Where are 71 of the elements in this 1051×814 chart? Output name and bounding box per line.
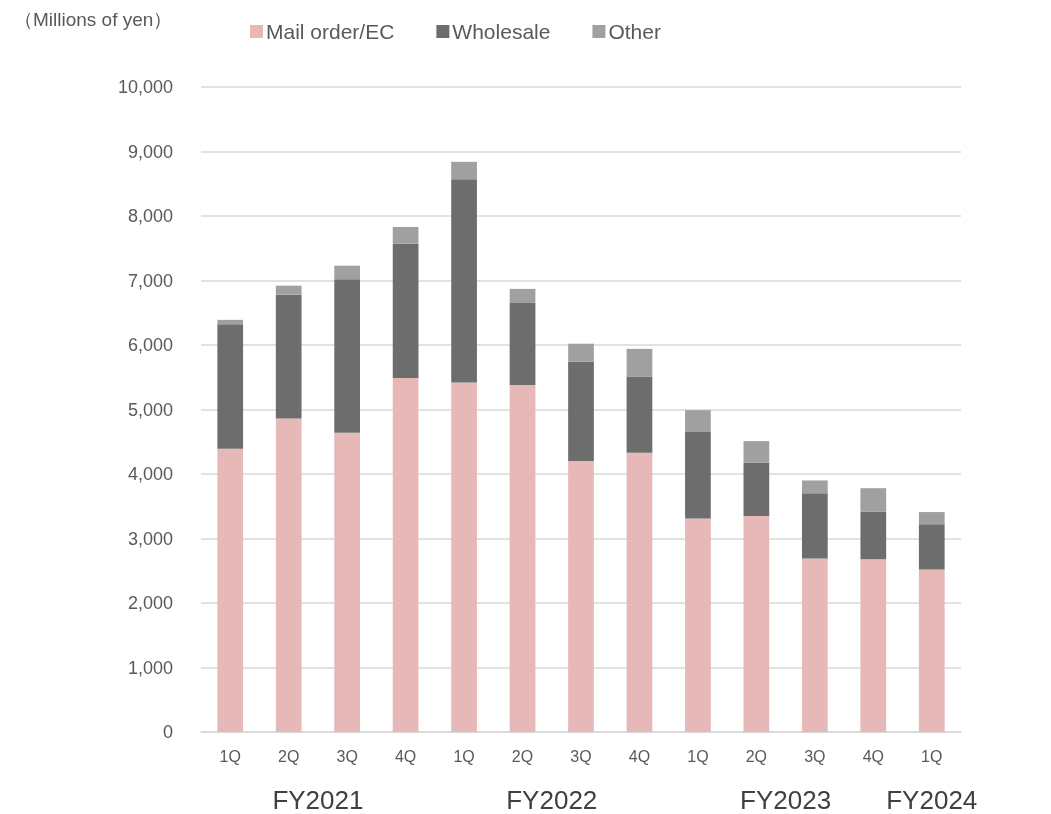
text: FY2023 <box>740 785 832 814</box>
bar <box>918 512 945 525</box>
bar <box>860 488 887 512</box>
bar <box>801 480 828 494</box>
bar <box>918 524 945 570</box>
legend-label: Other <box>608 20 661 43</box>
bar <box>509 288 536 304</box>
bar <box>743 515 770 732</box>
bar <box>334 265 361 280</box>
x-tick-label: 4Q <box>628 747 651 765</box>
bar <box>743 441 770 463</box>
bar <box>451 179 477 383</box>
bar <box>626 452 653 732</box>
bar <box>334 432 361 732</box>
bar <box>568 361 594 462</box>
y-tick-label: 3,000 <box>127 528 173 549</box>
bar <box>860 559 887 732</box>
y-tick-label: 1,000 <box>127 657 173 678</box>
text: FY2024 <box>886 785 978 814</box>
y-tick-label: 6,000 <box>127 335 173 355</box>
bar <box>626 348 653 377</box>
x-tick-label: 3Q <box>336 747 358 765</box>
legend-label: Mail order/EC <box>266 20 395 43</box>
bar <box>275 294 302 419</box>
bar <box>392 377 419 732</box>
bar <box>568 461 594 732</box>
bar <box>275 285 302 295</box>
bar <box>918 569 945 732</box>
y-tick-label: 9,000 <box>127 141 173 162</box>
y-tick-label: 4,000 <box>127 464 173 484</box>
y-tick-label: 8,000 <box>127 206 173 226</box>
bar <box>451 161 477 180</box>
y-tick-label: 7,000 <box>127 270 173 291</box>
bar <box>451 382 477 732</box>
text: FY2022 <box>506 785 598 814</box>
bar <box>392 226 419 244</box>
bar <box>801 558 828 732</box>
x-tick-label: 2Q <box>745 747 768 765</box>
bar <box>568 343 594 362</box>
x-tick-label: 2Q <box>278 747 300 765</box>
x-tick-label: 1Q <box>921 747 943 765</box>
y-tick-label: 5,000 <box>127 399 173 420</box>
bar <box>743 462 770 516</box>
x-tick-label: 3Q <box>570 747 592 765</box>
bar <box>509 303 536 385</box>
bar <box>334 279 361 433</box>
legend-label: Wholesale <box>452 20 551 43</box>
bar <box>860 511 887 560</box>
x-tick-label: 1Q <box>687 747 709 765</box>
bar <box>217 324 244 449</box>
x-tick-label: 1Q <box>219 747 241 765</box>
bar <box>217 448 244 732</box>
bar <box>685 432 711 519</box>
y-axis-title: （Millions of yen） <box>14 9 173 30</box>
x-tick-label: 4Q <box>862 747 884 765</box>
bar <box>509 384 536 732</box>
bar <box>217 319 244 325</box>
bar <box>685 518 711 732</box>
bar <box>685 410 711 433</box>
text: FY2021 <box>272 785 364 814</box>
y-tick-label: 2,000 <box>127 593 173 613</box>
y-tick-label: 0 <box>162 722 173 742</box>
x-tick-label: 4Q <box>394 747 417 765</box>
bar <box>392 243 419 378</box>
x-tick-label: 3Q <box>804 747 826 765</box>
bar <box>626 376 653 453</box>
x-tick-label: 1Q <box>453 747 475 765</box>
x-tick-label: 2Q <box>511 747 534 765</box>
y-tick-label: 10,000 <box>117 77 173 97</box>
bar <box>801 493 828 559</box>
bar <box>275 418 302 732</box>
